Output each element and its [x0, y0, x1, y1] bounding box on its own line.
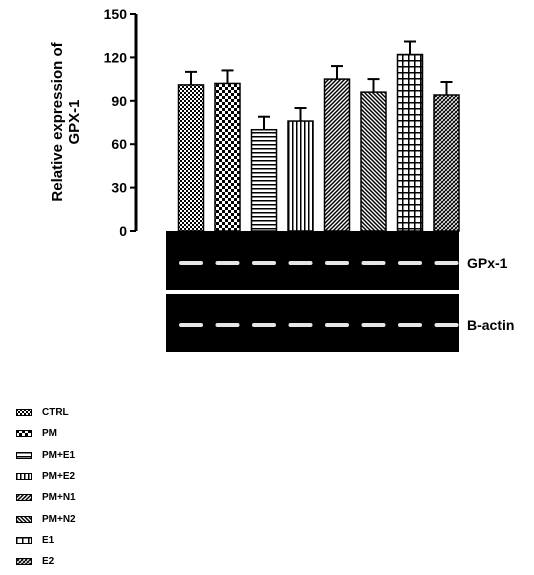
blot-band [288, 323, 313, 327]
y-tick-label: 150 [104, 6, 128, 22]
bar-ctrl [177, 84, 205, 232]
legend-swatch [16, 494, 32, 502]
bar-e2 [433, 94, 460, 232]
bar-pm-n2 [360, 91, 387, 232]
blot-band [252, 261, 276, 265]
legend-label: PM+N1 [42, 492, 76, 504]
legend-swatch [16, 409, 32, 417]
legend-label: E2 [42, 556, 55, 568]
legend-label: PM+E1 [42, 449, 76, 461]
blot-label: GPx-1 [467, 255, 508, 271]
y-axis-title-line-1: Relative expression of [49, 41, 66, 201]
blot-band [398, 323, 422, 327]
y-tick-label: 30 [111, 180, 127, 196]
blot-band [288, 261, 313, 265]
bar-e1 [396, 53, 424, 232]
blot-band [215, 323, 240, 327]
blot-band [434, 261, 459, 265]
legend-label: CTRL [42, 407, 69, 419]
y-tick-label: 120 [104, 49, 128, 65]
legend-label: PM+N2 [42, 513, 76, 525]
legend-swatch [16, 558, 32, 566]
bar-pm-n1 [323, 78, 351, 232]
y-axis-title: Relative expression of GPX-1 [49, 41, 83, 201]
legend: CTRL PM PM+E1 PM+E2 PM+N1 PM+N2 E1 E2 [16, 402, 76, 572]
blot-band [325, 261, 349, 265]
legend-label: E1 [42, 534, 55, 546]
legend-item: E1 [16, 530, 76, 551]
legend-item: PM+N2 [16, 508, 76, 529]
legend-item: PM [16, 423, 76, 444]
blot-label: B-actin [467, 317, 514, 333]
legend-swatch [16, 473, 32, 481]
blot-band [252, 323, 276, 327]
legend-label: PM [42, 428, 57, 440]
blot-panel-gpx-1 [166, 231, 459, 290]
bar-pm-e1 [250, 128, 278, 232]
blot-band [325, 323, 349, 327]
legend-item: PM+E2 [16, 466, 76, 487]
y-tick-label: 90 [111, 93, 127, 109]
y-tick-label: 0 [119, 223, 127, 239]
blot-band [215, 261, 240, 265]
legend-label: PM+E2 [42, 471, 76, 483]
blot-band [361, 323, 386, 327]
bar-pm [214, 82, 241, 232]
blot-band [434, 323, 459, 327]
legend-swatch [16, 515, 32, 523]
blot-band [361, 261, 386, 265]
blot-band [398, 261, 422, 265]
blot-band [179, 323, 203, 327]
legend-swatch [16, 430, 32, 438]
legend-item: PM+E1 [16, 445, 76, 466]
legend-item: CTRL [16, 402, 76, 423]
legend-item: PM+N1 [16, 487, 76, 508]
legend-item: E2 [16, 551, 76, 572]
y-axis-title-line-2: GPX-1 [66, 99, 83, 144]
bar-pm-e2 [287, 120, 314, 232]
legend-swatch [16, 536, 32, 544]
legend-swatch [16, 451, 32, 459]
y-tick-label: 60 [111, 136, 127, 152]
blot-band [179, 261, 203, 265]
